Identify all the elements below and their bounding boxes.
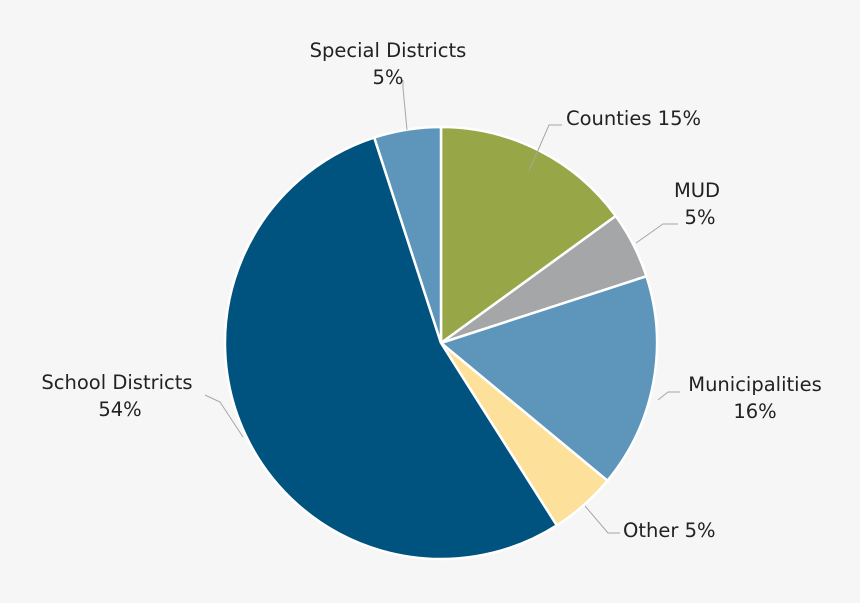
label-counties: Counties 15% [566, 107, 701, 130]
label-school-districts-pct: 54% [98, 398, 141, 421]
label-special-districts-name: Special Districts [310, 39, 467, 62]
leader-line-other [584, 505, 620, 534]
label-municipalities-name: Municipalities [688, 373, 821, 396]
leader-line-counties [528, 124, 562, 172]
leader-line-special-districts [402, 80, 408, 131]
label-mud-pct: 5% [685, 206, 716, 229]
label-mud-name: MUD [674, 179, 720, 202]
leader-line-school-districts [204, 394, 244, 438]
pie-slice-municipalities [438, 274, 659, 483]
pie-slices [223, 125, 659, 561]
label-other: Other 5% [623, 519, 716, 542]
pie-slice-school-districts [223, 135, 559, 561]
pie-slice-counties [439, 125, 618, 346]
label-municipalities-pct: 16% [733, 400, 776, 423]
slice-labels: Counties 15% MUD 5% Municipalities 16% O… [41, 39, 821, 542]
label-special-districts-pct: 5% [373, 66, 404, 89]
leader-line-municipalities [657, 391, 680, 401]
leader-lines [204, 80, 680, 534]
label-school-districts-name: School Districts [41, 371, 192, 394]
leader-line-mud [635, 223, 678, 244]
